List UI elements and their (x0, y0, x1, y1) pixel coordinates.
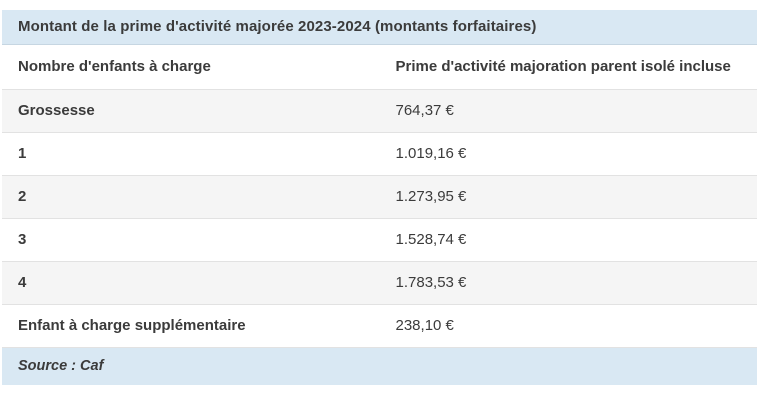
table-header-row: Nombre d'enfants à charge Prime d'activi… (2, 44, 757, 90)
row-label: 4 (2, 261, 380, 305)
table-source: Source : Caf (2, 347, 757, 385)
row-value: 1.528,74 € (379, 218, 757, 262)
table-row: Grossesse 764,37 € (2, 89, 757, 133)
column-header-prime-activite: Prime d'activité majoration parent isolé… (379, 44, 757, 90)
row-label: 2 (2, 175, 380, 219)
table-title: Montant de la prime d'activité majorée 2… (2, 10, 757, 45)
table-row: Enfant à charge supplémentaire 238,10 € (2, 304, 757, 348)
table-row: 4 1.783,53 € (2, 261, 757, 305)
row-label: 1 (2, 132, 380, 176)
row-value: 1.783,53 € (379, 261, 757, 305)
table-title-row: Montant de la prime d'activité majorée 2… (2, 10, 757, 45)
table-page: Montant de la prime d'activité majorée 2… (2, 10, 757, 385)
row-value: 1.019,16 € (379, 132, 757, 176)
table-source-row: Source : Caf (2, 347, 757, 385)
row-value: 238,10 € (379, 304, 757, 348)
row-label: 3 (2, 218, 380, 262)
table-row: 2 1.273,95 € (2, 175, 757, 219)
column-header-nombre-enfants: Nombre d'enfants à charge (2, 44, 380, 90)
row-label: Enfant à charge supplémentaire (2, 304, 380, 348)
table-body: Grossesse 764,37 €1 1.019,16 €2 1.273,95 €3… (2, 89, 757, 348)
row-value: 1.273,95 € (379, 175, 757, 219)
row-value: 764,37 € (379, 89, 757, 133)
prime-activite-table: Montant de la prime d'activité majorée 2… (2, 10, 757, 385)
table-row: 1 1.019,16 € (2, 132, 757, 176)
row-label: Grossesse (2, 89, 380, 133)
table-row: 3 1.528,74 € (2, 218, 757, 262)
